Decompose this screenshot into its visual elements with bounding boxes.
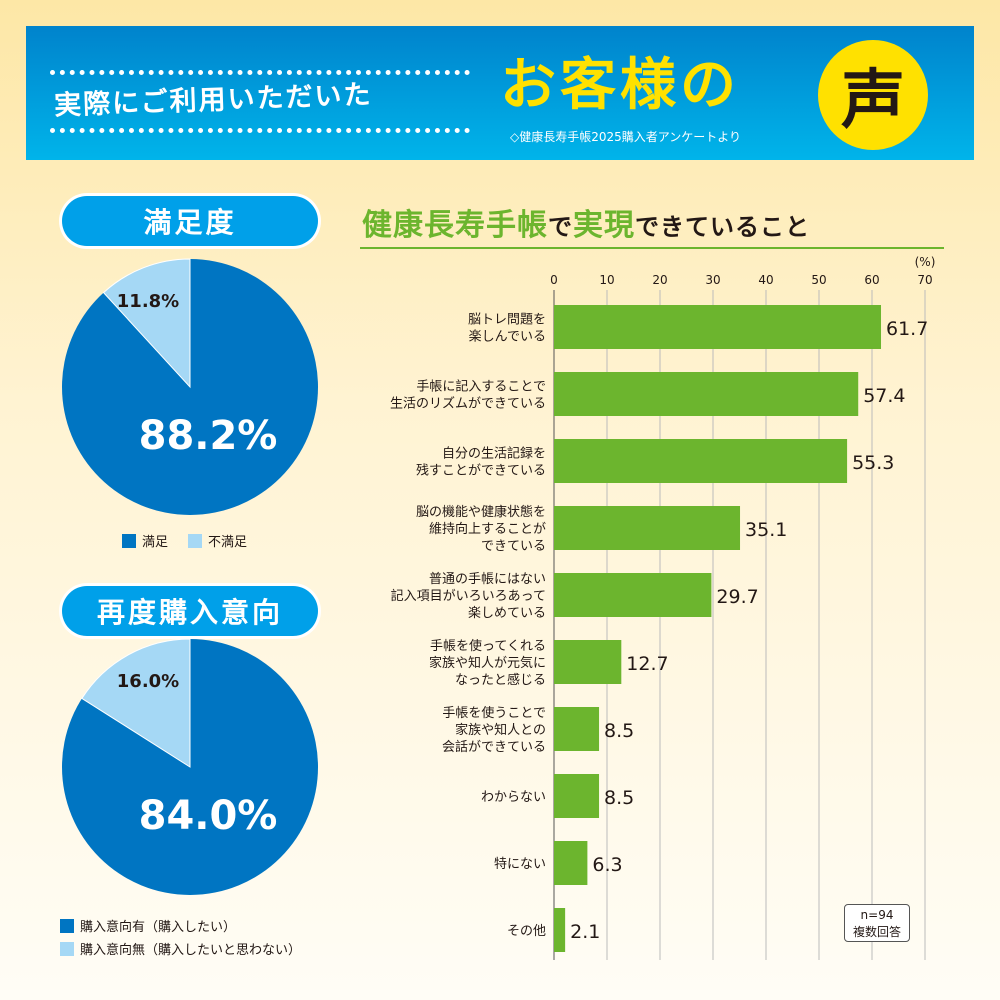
bar-value-label: 2.1 [570, 921, 600, 943]
repurchase-title: 再度購入意向 [62, 586, 318, 636]
title-underline [360, 247, 944, 249]
category-label-line: 家族や知人が元気に [429, 655, 546, 671]
bar-value-label: 29.7 [716, 586, 758, 608]
repurchase-legend-1: 購入意向有（購入したい） [60, 916, 236, 935]
x-tick-label: 0 [550, 273, 558, 287]
header-title: お客様の [500, 53, 740, 118]
category-label: 手帳を使うことで家族や知人との会話ができている [442, 705, 546, 755]
bar [554, 707, 600, 751]
bar [554, 573, 712, 617]
legend-swatch [60, 941, 74, 956]
category-label: その他 [507, 924, 546, 939]
header-banner [26, 26, 974, 160]
category-label-line: 家族や知人との [455, 722, 546, 738]
bar [554, 841, 588, 885]
x-tick-label: 50 [811, 273, 826, 287]
bar-value-label: 8.5 [604, 787, 634, 809]
x-tick-label: 70 [917, 273, 932, 287]
note-n: n=94 [860, 908, 894, 922]
x-tick-label: 30 [705, 273, 720, 287]
x-tick-label: 60 [864, 273, 879, 287]
category-label-line: 手帳を使うことで [442, 705, 546, 721]
satisfaction-legend: 満足 不満足 [122, 531, 247, 550]
title-part: 実現 [573, 208, 635, 243]
bar [554, 774, 600, 818]
repurchase-minor-label: 16.0% [117, 671, 179, 692]
category-label: 脳の機能や健康状態を維持向上することができている [416, 504, 546, 554]
bar [554, 506, 741, 550]
category-label-line: 手帳に記入することで [416, 379, 546, 395]
pie-charts: 88.2% 11.8% 84.0% 16.0% [62, 258, 318, 895]
category-label-line: 楽しんでいる [469, 329, 546, 345]
bar-value-label: 35.1 [745, 519, 787, 541]
repurchase-slice-minor [81, 638, 191, 768]
legend-label: 購入意向有（購入したい） [80, 920, 237, 935]
satisfaction-major-label: 88.2% [139, 413, 278, 459]
category-label-line: 脳トレ問題を [468, 313, 546, 328]
category-label-line: 生活のリズムができている [390, 396, 546, 412]
category-label-line: 会話ができている [442, 739, 546, 755]
bar-value-label: 12.7 [626, 653, 668, 675]
category-label: わからない [481, 790, 546, 805]
bar-value-label: 6.3 [592, 854, 622, 876]
legend-swatch [188, 533, 203, 548]
repurchase-major-label: 84.0% [139, 793, 278, 839]
bar [554, 640, 622, 684]
legend-swatch [60, 918, 74, 933]
x-tick-label: 10 [599, 273, 614, 287]
satisfaction-title: 満足度 [62, 196, 318, 246]
bar-value-label: 57.4 [863, 385, 905, 407]
category-label-line: 自分の生活記録を [442, 446, 546, 462]
legend-swatch [122, 533, 136, 548]
category-label: 脳トレ問題を楽しんでいる [468, 313, 546, 345]
speech-bubble: 声 [818, 40, 928, 150]
sample-note: n=94 複数回答 [844, 904, 910, 942]
title-part: できていること [635, 213, 810, 241]
category-label-line: 残すことができている [416, 464, 546, 479]
title-part: 健康長寿手帳 [362, 208, 548, 243]
category-label: 自分の生活記録を残すことができている [416, 446, 546, 479]
title-part: で [548, 213, 573, 241]
category-label-line: 特にない [494, 857, 546, 872]
x-tick-label: 40 [758, 273, 773, 287]
category-label-line: 維持向上することが [429, 521, 546, 537]
x-tick-label: 20 [652, 273, 667, 287]
category-label-line: 手帳を使ってくれる [430, 638, 546, 654]
category-label-line: その他 [507, 924, 546, 939]
chart-title: 健康長寿手帳で実現できていること [362, 200, 810, 244]
bar-value-label: 55.3 [852, 452, 894, 474]
unit-label: (%) [915, 255, 936, 269]
repurchase-legend-2: 購入意向無（購入したいと思わない） [60, 939, 301, 958]
satisfaction-minor-label: 11.8% [117, 291, 179, 312]
bar-value-label: 8.5 [604, 720, 634, 742]
satisfaction-slice-minor [102, 258, 191, 389]
dotted-decoration [50, 70, 470, 75]
dotted-decoration [50, 128, 470, 133]
legend-label: 不満足 [208, 535, 248, 550]
category-label-line: なったと感じる [455, 672, 546, 688]
bar [554, 305, 882, 349]
category-label-line: 楽しめている [468, 605, 546, 621]
legend-label: 満足 [142, 535, 169, 550]
category-label: 手帳を使ってくれる家族や知人が元気になったと感じる [429, 638, 546, 688]
bar-value-label: 61.7 [886, 318, 928, 340]
bar-chart: (%) 0 10 20 30 40 50 60 70 61.7 脳トレ問題を楽しんでいる 57.4 手帳… [390, 255, 936, 960]
category-label: 普通の手帳にはない記入項目がいろいろあって楽しめている [391, 572, 546, 621]
category-label-line: 普通の手帳にはない [429, 572, 546, 587]
bar [554, 372, 859, 416]
category-label: 手帳に記入することで生活のリズムができている [390, 379, 546, 412]
category-label-line: 脳の機能や健康状態を [416, 504, 546, 520]
category-label-line: わからない [481, 790, 546, 805]
category-label-line: 記入項目がいろいろあって [391, 588, 546, 604]
bar [554, 439, 848, 483]
category-label-line: できている [481, 539, 546, 554]
header-source: ◇健康長寿手帳2025購入者アンケートより [510, 130, 742, 144]
note-multi: 複数回答 [852, 925, 901, 939]
legend-label: 購入意向無（購入したいと思わない） [80, 943, 302, 958]
category-label: 特にない [494, 857, 546, 872]
bar [554, 908, 566, 952]
